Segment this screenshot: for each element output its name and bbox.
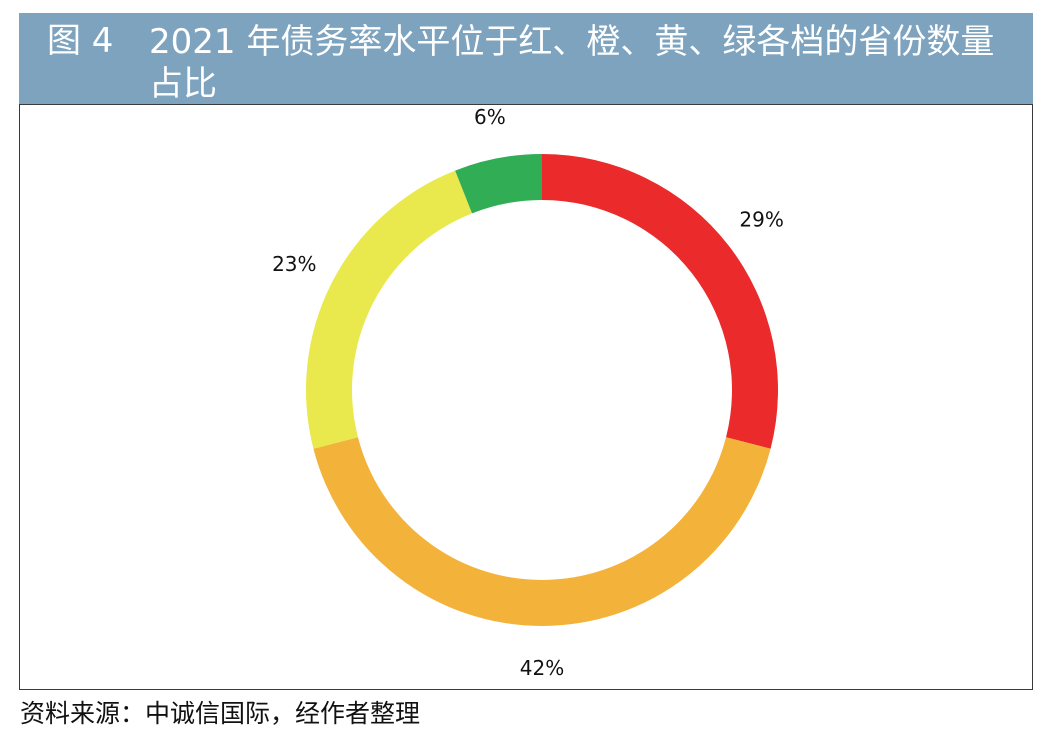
slice-label-6: 6% xyxy=(474,105,506,129)
donut-slice-6 xyxy=(455,154,542,214)
donut-slice-42 xyxy=(313,437,771,627)
slice-label-29: 29% xyxy=(739,208,783,232)
donut-chart: 29% 42% 23% 6% xyxy=(272,105,784,680)
chart-area: 29% 42% 23% 6% xyxy=(19,104,1033,690)
slice-label-23: 23% xyxy=(272,252,316,276)
donut-slice-29 xyxy=(542,154,778,449)
figure-number: 图 4 xyxy=(47,21,114,61)
donut-slice-23 xyxy=(305,170,473,449)
source-note: 资料来源：中诚信国际，经作者整理 xyxy=(20,699,421,728)
figure-title-bar: 图 4 2021 年债务率水平位于红、橙、黄、绿各档的省份数量占比 xyxy=(19,13,1033,104)
slice-label-42: 42% xyxy=(520,656,564,680)
figure-title: 2021 年债务率水平位于红、橙、黄、绿各档的省份数量占比 xyxy=(149,22,995,104)
